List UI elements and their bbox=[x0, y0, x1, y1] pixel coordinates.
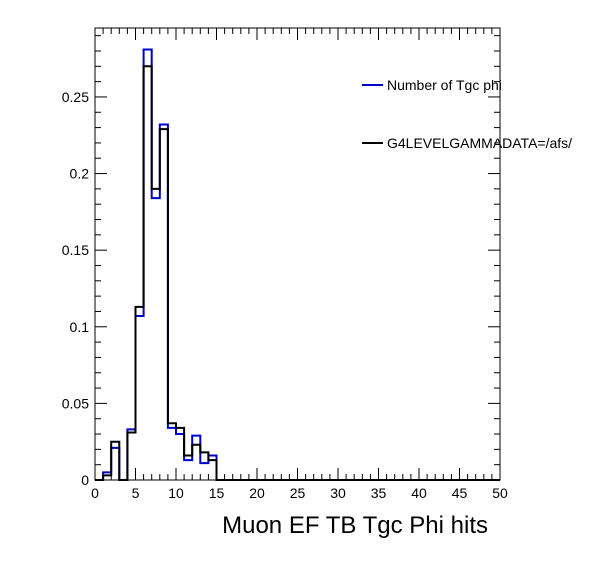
legend: Number of Tgc phi G4LEVELGAMMADATA=/afs/ bbox=[362, 77, 572, 151]
x-tick-label: 5 bbox=[132, 485, 140, 501]
x-tick-label: 15 bbox=[209, 485, 225, 501]
series-line-1 bbox=[95, 48, 500, 481]
legend-entry-series-2: G4LEVELGAMMADATA=/afs/ bbox=[387, 135, 572, 151]
y-tick-label: 0.2 bbox=[70, 166, 90, 182]
x-tick-label: 10 bbox=[168, 485, 184, 501]
x-tick-label: 20 bbox=[249, 485, 265, 501]
x-tick-label: 35 bbox=[371, 485, 387, 501]
y-tick-label: 0.15 bbox=[62, 242, 89, 258]
y-tick-label: 0.25 bbox=[62, 89, 89, 105]
plot-frame bbox=[94, 27, 501, 481]
x-tick-label: 50 bbox=[492, 485, 508, 501]
y-tick-labels: 0 0.05 0.1 0.15 0.2 0.25 bbox=[62, 89, 89, 488]
x-tick-label: 30 bbox=[330, 485, 346, 501]
x-tick-labels: 0 5 10 15 20 25 30 35 40 45 50 bbox=[91, 485, 508, 501]
y-tick-label: 0 bbox=[81, 472, 89, 488]
y-tick-label: 0.05 bbox=[62, 395, 89, 411]
x-tick-label: 25 bbox=[290, 485, 306, 501]
x-tick-label: 0 bbox=[91, 485, 99, 501]
x-tick-label: 40 bbox=[411, 485, 427, 501]
series-lines bbox=[95, 48, 500, 481]
series-line-2 bbox=[95, 65, 500, 481]
legend-entry-series-1: Number of Tgc phi bbox=[387, 77, 502, 93]
x-tick-label: 45 bbox=[452, 485, 468, 501]
x-axis-label: Muon EF TB Tgc Phi hits bbox=[222, 512, 488, 539]
axis-ticks bbox=[94, 28, 501, 481]
y-tick-label: 0.1 bbox=[70, 319, 90, 335]
